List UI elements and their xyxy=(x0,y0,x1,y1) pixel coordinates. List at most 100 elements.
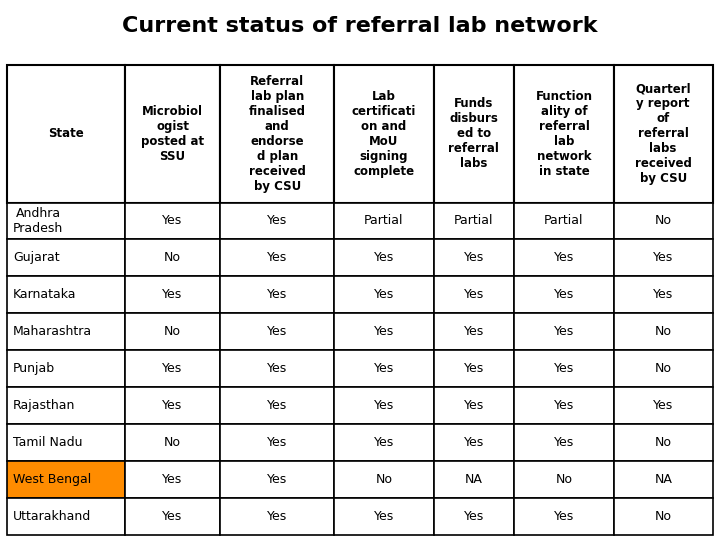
Bar xyxy=(7,498,125,535)
Bar xyxy=(7,350,125,387)
Text: No: No xyxy=(375,472,392,486)
Text: Funds
disburs
ed to
referral
labs: Funds disburs ed to referral labs xyxy=(449,97,500,170)
Text: Yes: Yes xyxy=(554,325,574,338)
Text: Yes: Yes xyxy=(163,288,183,301)
Bar xyxy=(7,276,125,313)
Bar xyxy=(433,461,514,498)
Bar xyxy=(125,387,220,424)
Text: No: No xyxy=(654,510,672,523)
Bar xyxy=(334,65,433,202)
Text: Yes: Yes xyxy=(653,288,673,301)
Bar xyxy=(7,461,125,498)
Text: Yes: Yes xyxy=(374,436,394,449)
Text: NA: NA xyxy=(465,472,483,486)
Text: Maharashtra: Maharashtra xyxy=(13,325,92,338)
Bar xyxy=(613,202,713,239)
Text: Yes: Yes xyxy=(267,362,287,375)
Text: Yes: Yes xyxy=(163,472,183,486)
Bar xyxy=(334,387,433,424)
Bar xyxy=(514,239,613,276)
Text: Yes: Yes xyxy=(464,399,484,412)
Text: Yes: Yes xyxy=(464,288,484,301)
Bar xyxy=(7,424,125,461)
Text: Yes: Yes xyxy=(554,288,574,301)
Bar xyxy=(433,65,514,202)
Bar xyxy=(220,350,334,387)
Bar xyxy=(334,313,433,350)
Text: Yes: Yes xyxy=(163,362,183,375)
Text: NA: NA xyxy=(654,472,672,486)
Bar xyxy=(7,239,125,276)
Bar xyxy=(514,350,613,387)
Text: No: No xyxy=(164,325,181,338)
Text: Yes: Yes xyxy=(464,436,484,449)
Bar xyxy=(220,313,334,350)
Bar xyxy=(334,461,433,498)
Bar xyxy=(220,276,334,313)
Bar xyxy=(125,461,220,498)
Text: Yes: Yes xyxy=(267,251,287,265)
Bar xyxy=(7,202,125,239)
Text: Yes: Yes xyxy=(267,436,287,449)
Text: Yes: Yes xyxy=(374,288,394,301)
Bar xyxy=(613,239,713,276)
Bar xyxy=(125,350,220,387)
Bar xyxy=(433,350,514,387)
Bar xyxy=(220,498,334,535)
Bar xyxy=(613,276,713,313)
Text: Yes: Yes xyxy=(374,510,394,523)
Text: Yes: Yes xyxy=(374,251,394,265)
Text: Punjab: Punjab xyxy=(13,362,55,375)
Bar xyxy=(334,239,433,276)
Text: No: No xyxy=(654,362,672,375)
Bar xyxy=(514,424,613,461)
Text: Yes: Yes xyxy=(267,325,287,338)
Bar xyxy=(613,65,713,202)
Text: Partial: Partial xyxy=(454,214,494,227)
Text: Current status of referral lab network: Current status of referral lab network xyxy=(122,16,598,36)
Text: Yes: Yes xyxy=(464,362,484,375)
Text: No: No xyxy=(654,436,672,449)
Bar xyxy=(433,424,514,461)
Bar xyxy=(514,202,613,239)
Bar xyxy=(220,239,334,276)
Bar xyxy=(220,387,334,424)
Bar xyxy=(334,202,433,239)
Text: Tamil Nadu: Tamil Nadu xyxy=(13,436,83,449)
Text: No: No xyxy=(654,325,672,338)
Bar xyxy=(220,65,334,202)
Bar xyxy=(613,350,713,387)
Bar xyxy=(433,239,514,276)
Text: Yes: Yes xyxy=(464,251,484,265)
Text: Yes: Yes xyxy=(374,399,394,412)
Bar xyxy=(433,498,514,535)
Text: Uttarakhand: Uttarakhand xyxy=(13,510,91,523)
Bar xyxy=(334,350,433,387)
Text: Yes: Yes xyxy=(554,399,574,412)
Bar xyxy=(125,239,220,276)
Bar xyxy=(433,387,514,424)
Bar xyxy=(613,387,713,424)
Text: Yes: Yes xyxy=(653,251,673,265)
Text: Yes: Yes xyxy=(374,362,394,375)
Bar xyxy=(125,313,220,350)
Bar xyxy=(514,276,613,313)
Text: Yes: Yes xyxy=(653,399,673,412)
Text: Yes: Yes xyxy=(163,399,183,412)
Bar xyxy=(514,461,613,498)
Text: Yes: Yes xyxy=(554,510,574,523)
Bar xyxy=(433,202,514,239)
Bar xyxy=(7,65,125,202)
Text: West Bengal: West Bengal xyxy=(13,472,91,486)
Bar xyxy=(514,387,613,424)
Text: No: No xyxy=(164,436,181,449)
Bar xyxy=(125,276,220,313)
Text: Function
ality of
referral
lab
network
in state: Function ality of referral lab network i… xyxy=(536,90,593,178)
Text: Yes: Yes xyxy=(267,214,287,227)
Bar xyxy=(514,498,613,535)
Bar xyxy=(514,65,613,202)
Text: Yes: Yes xyxy=(554,251,574,265)
Text: Gujarat: Gujarat xyxy=(13,251,60,265)
Bar xyxy=(514,313,613,350)
Bar xyxy=(613,424,713,461)
